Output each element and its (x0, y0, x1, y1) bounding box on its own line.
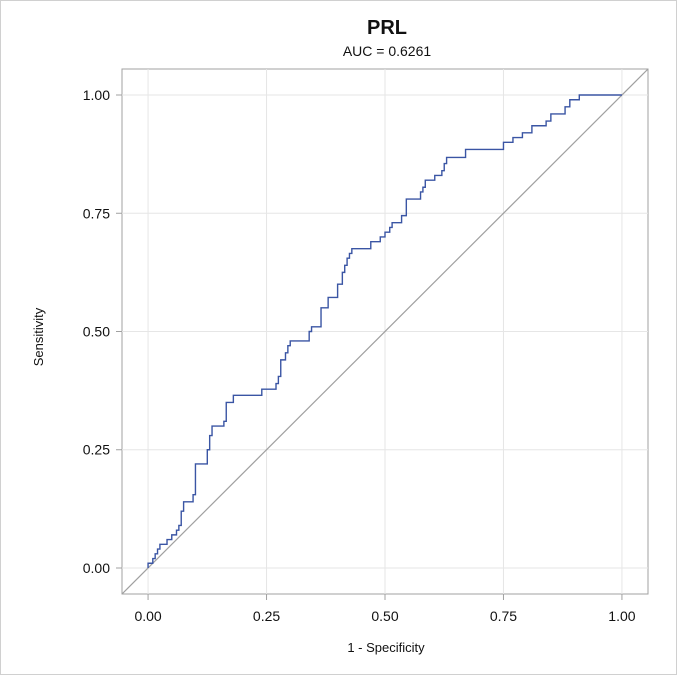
y-tick-label: 0.25 (83, 442, 110, 458)
x-tick-label: 1.00 (608, 608, 635, 624)
reference-diagonal (121, 68, 649, 595)
y-axis-label: Sensitivity (31, 307, 46, 366)
chart-title: PRL (367, 17, 407, 39)
x-axis-ticks: 0.00 0.25 0.50 0.75 1.00 (134, 594, 636, 624)
x-axis-label: 1 - Specificity (347, 640, 425, 655)
y-axis-ticks: 0.00 0.25 0.50 0.75 1.00 (83, 87, 122, 576)
x-tick-label: 0.50 (371, 608, 398, 624)
chart-subtitle: AUC = 0.6261 (343, 43, 432, 59)
y-tick-label: 0.00 (83, 560, 110, 576)
x-tick-label: 0.25 (253, 608, 280, 624)
x-tick-label: 0.00 (134, 608, 161, 624)
grid-lines (122, 69, 648, 594)
y-tick-label: 0.50 (83, 324, 110, 340)
y-tick-label: 1.00 (83, 87, 110, 103)
x-tick-label: 0.75 (490, 608, 517, 624)
y-tick-label: 0.75 (83, 205, 110, 221)
roc-curve (147, 94, 622, 568)
